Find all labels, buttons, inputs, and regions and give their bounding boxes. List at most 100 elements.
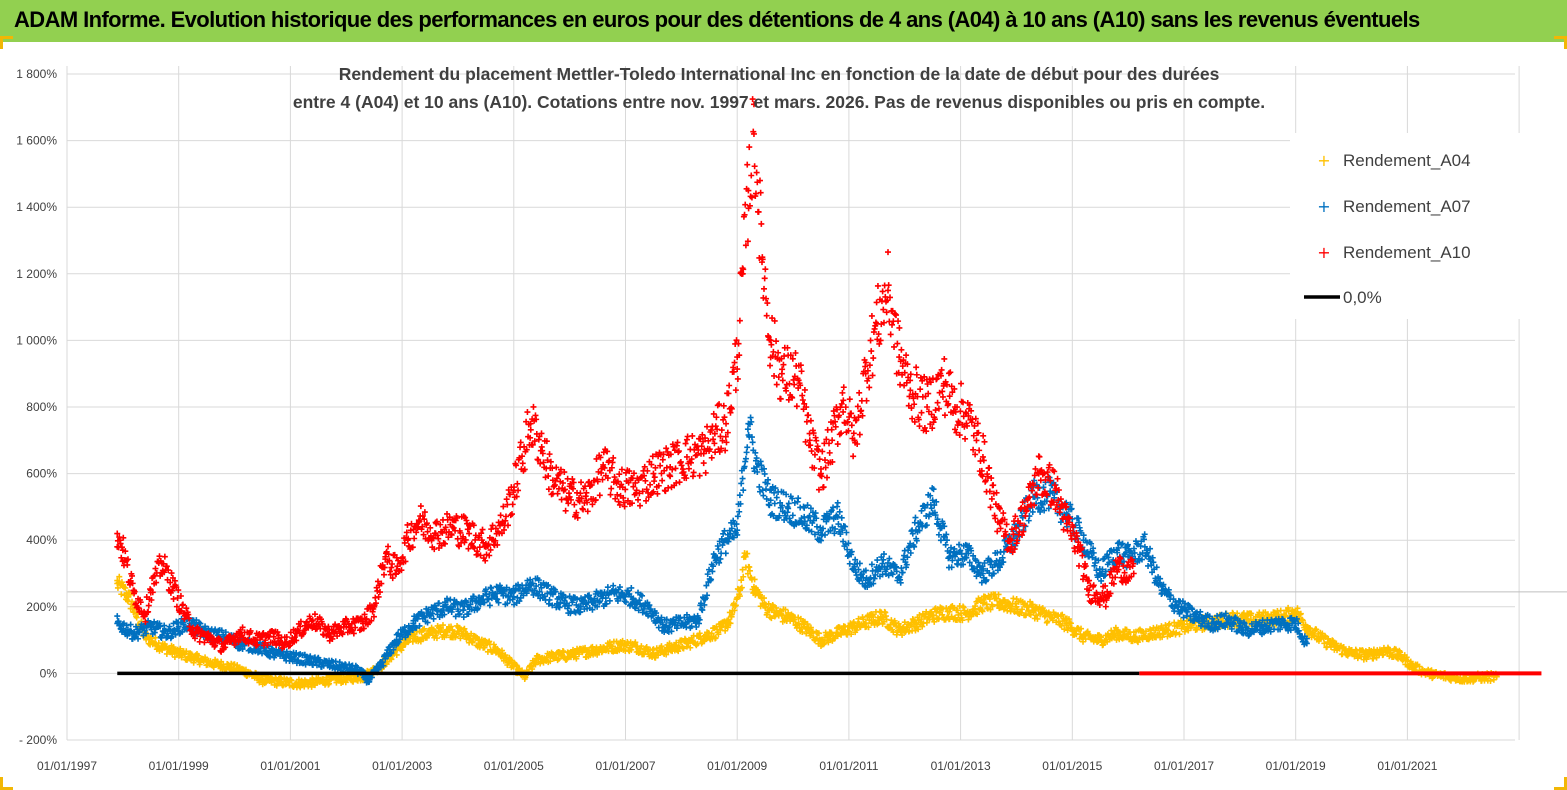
data-point: [519, 460, 526, 467]
y-tick-label: 1 000%: [16, 333, 57, 347]
data-point: [724, 624, 731, 631]
data-point: [987, 606, 994, 613]
data-point: [1173, 629, 1180, 636]
data-point: [690, 469, 697, 476]
x-tick-label: 01/01/2019: [1266, 759, 1326, 773]
data-point: [1044, 618, 1051, 625]
x-tick-label: 01/01/2005: [484, 759, 544, 773]
data-point: [746, 567, 753, 574]
data-point: [1019, 606, 1026, 613]
data-point: [1078, 625, 1085, 632]
data-point: [915, 626, 922, 633]
data-point: [1059, 611, 1066, 618]
data-point: [865, 624, 872, 631]
data-point: [722, 550, 729, 557]
data-point: [481, 644, 488, 651]
data-point: [726, 382, 733, 389]
corner-mark-top-left: [0, 36, 13, 49]
data-point: [700, 460, 707, 467]
data-point: [573, 655, 580, 662]
data-point: [935, 615, 942, 622]
data-point: [517, 439, 524, 446]
data-point: [667, 473, 674, 480]
data-point: [732, 602, 739, 609]
data-point: [129, 598, 136, 605]
data-point: [404, 521, 411, 528]
data-point: [708, 454, 715, 461]
corner-mark-bottom-right: [1554, 777, 1567, 790]
data-point: [1024, 602, 1031, 609]
data-point: [974, 611, 981, 618]
data-point: [145, 602, 152, 609]
data-point: [732, 387, 739, 394]
data-point: [350, 678, 357, 685]
data-point: [659, 477, 666, 484]
data-point: [838, 514, 845, 521]
data-point: [860, 616, 867, 623]
data-point: [912, 514, 919, 521]
data-point: [899, 632, 906, 639]
data-point: [763, 486, 770, 493]
data-point: [751, 576, 758, 583]
data-point: [1061, 626, 1068, 633]
data-point: [740, 487, 747, 494]
x-tick-label: 01/01/1997: [37, 759, 97, 773]
y-tick-label: 0%: [40, 666, 58, 680]
data-point: [381, 571, 388, 578]
data-point: [672, 465, 679, 472]
data-point: [555, 655, 562, 662]
data-point: [439, 622, 446, 629]
data-point: [170, 595, 177, 602]
data-point: [1034, 615, 1041, 622]
data-point: [680, 645, 687, 652]
y-tick-label: 1 800%: [16, 67, 57, 81]
data-point: [979, 608, 986, 615]
data-point: [1158, 623, 1165, 630]
data-point: [417, 503, 424, 510]
data-point: [1000, 606, 1007, 613]
data-point: [530, 403, 537, 410]
data-point: [931, 618, 938, 625]
banner-title: ADAM Informe. Evolution historique des p…: [14, 7, 1420, 32]
data-point: [807, 624, 814, 631]
data-point: [637, 502, 644, 509]
data-point: [813, 523, 820, 530]
y-tick-label: 400%: [26, 533, 57, 547]
header-banner: ADAM Informe. Evolution historique des p…: [0, 0, 1567, 42]
data-point: [529, 666, 536, 673]
x-tick-label: 01/01/2009: [707, 759, 767, 773]
data-point: [995, 591, 1002, 598]
data-point: [675, 448, 682, 455]
data-point: [771, 500, 778, 507]
data-point: [116, 573, 123, 580]
data-point: [635, 496, 642, 503]
data-point: [738, 577, 745, 584]
data-point: [702, 469, 709, 476]
data-point: [795, 495, 802, 502]
axis-layer: 1 800%1 600%1 400%1 200%1 000%800%600%40…: [16, 67, 1437, 773]
data-point: [642, 477, 649, 484]
data-point: [461, 625, 468, 632]
data-point: [607, 491, 614, 498]
data-point: [1029, 601, 1036, 608]
data-point: [704, 423, 711, 430]
data-point: [760, 492, 767, 499]
data-point: [619, 637, 626, 644]
data-point: [734, 375, 741, 382]
y-tick-label: 1 200%: [16, 267, 57, 281]
data-point: [956, 541, 963, 548]
data-point: [736, 593, 743, 600]
data-point: [558, 496, 565, 503]
data-point: [486, 602, 493, 609]
x-tick-label: 01/01/2011: [819, 759, 878, 773]
data-point: [547, 658, 554, 665]
data-point: [1143, 628, 1150, 635]
data-point: [765, 600, 772, 607]
data-point: [509, 501, 516, 508]
x-tick-label: 01/01/2015: [1042, 759, 1102, 773]
data-point: [715, 631, 722, 638]
data-point: [761, 595, 768, 602]
x-tick-label: 01/01/2017: [1154, 759, 1214, 773]
data-point: [1049, 617, 1056, 624]
data-point: [736, 492, 743, 499]
